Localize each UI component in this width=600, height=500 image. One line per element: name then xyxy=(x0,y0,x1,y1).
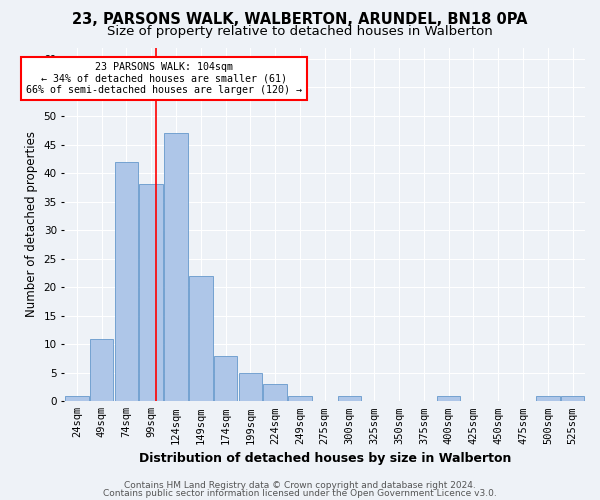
Text: 23 PARSONS WALK: 104sqm
← 34% of detached houses are smaller (61)
66% of semi-de: 23 PARSONS WALK: 104sqm ← 34% of detache… xyxy=(26,62,302,95)
Bar xyxy=(239,373,262,402)
Bar xyxy=(561,396,584,402)
Bar xyxy=(437,396,460,402)
Bar xyxy=(139,184,163,402)
Bar xyxy=(189,276,212,402)
Bar xyxy=(338,396,361,402)
Bar xyxy=(214,356,238,402)
Bar xyxy=(164,133,188,402)
Bar xyxy=(65,396,89,402)
Y-axis label: Number of detached properties: Number of detached properties xyxy=(25,132,38,318)
Text: Contains HM Land Registry data © Crown copyright and database right 2024.: Contains HM Land Registry data © Crown c… xyxy=(124,481,476,490)
Bar xyxy=(536,396,560,402)
X-axis label: Distribution of detached houses by size in Walberton: Distribution of detached houses by size … xyxy=(139,452,511,465)
Text: Size of property relative to detached houses in Walberton: Size of property relative to detached ho… xyxy=(107,25,493,38)
Bar xyxy=(288,396,312,402)
Bar xyxy=(115,162,138,402)
Bar xyxy=(263,384,287,402)
Bar xyxy=(90,338,113,402)
Text: Contains public sector information licensed under the Open Government Licence v3: Contains public sector information licen… xyxy=(103,488,497,498)
Text: 23, PARSONS WALK, WALBERTON, ARUNDEL, BN18 0PA: 23, PARSONS WALK, WALBERTON, ARUNDEL, BN… xyxy=(72,12,528,28)
